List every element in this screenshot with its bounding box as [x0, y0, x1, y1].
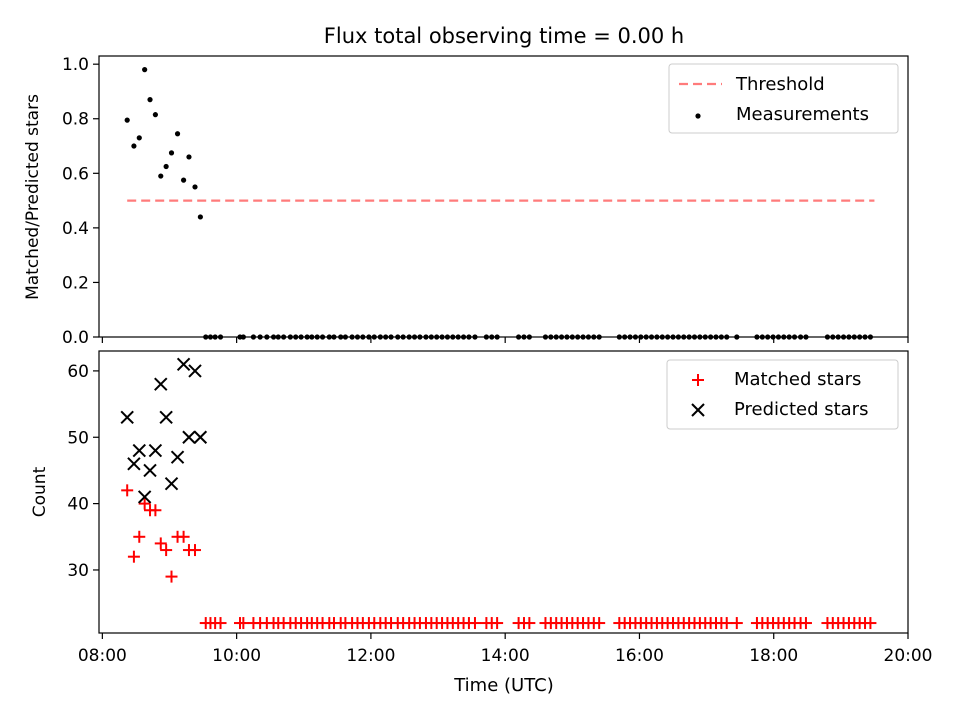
matched-star-point — [127, 550, 140, 563]
predicted-star-point — [188, 364, 202, 378]
bottom-xtick-label: 08:00 — [78, 646, 127, 666]
matched-star-point — [491, 617, 504, 630]
matched-star-point — [165, 570, 178, 583]
measurement-point — [192, 184, 198, 190]
predicted-star-point — [143, 463, 157, 478]
predicted-star-point — [154, 377, 168, 391]
predicted-star-point — [170, 450, 185, 464]
predicted-star-point — [193, 430, 208, 444]
measurement-point — [174, 131, 181, 137]
measurement-point — [168, 150, 175, 156]
matched-star-point — [730, 617, 743, 630]
matched-star-point — [138, 497, 151, 510]
matched-star-point — [799, 617, 812, 630]
bottom-xtick-label: 18:00 — [749, 646, 798, 666]
matched-star-point — [864, 617, 877, 630]
top-legend-box — [668, 63, 899, 134]
panel-bottom: Count Time (UTC) 30 40 50 60 08:00 10:00 12:0… — [30, 350, 933, 696]
matched-star-point — [468, 617, 481, 630]
top-axes-frame — [98, 55, 909, 338]
bottom-xtick-label: 14:00 — [481, 646, 530, 666]
top-ytick-label: 0.4 — [62, 219, 89, 239]
matched-star-point — [237, 617, 250, 630]
measurement-point — [124, 117, 130, 123]
measurement-point — [131, 143, 137, 149]
measurement-point — [142, 67, 148, 73]
bottom-xtick-label: 10:00 — [212, 646, 261, 666]
matched-star-point — [160, 544, 173, 557]
predicted-star-point — [176, 357, 191, 371]
legend-measurements-swatch — [695, 113, 701, 119]
top-ylabel: Matched/Predicted stars — [23, 94, 43, 300]
bottom-ytick-label: 30 — [67, 561, 89, 581]
bottom-marks — [120, 357, 877, 630]
matched-star-point — [720, 617, 733, 630]
bottom-ytick-label: 40 — [67, 495, 89, 515]
legend-threshold-label: Threshold — [735, 74, 825, 95]
predicted-star-point — [148, 443, 163, 458]
matched-star-point — [154, 537, 167, 550]
predicted-star-point — [137, 490, 152, 504]
matched-star-point — [189, 544, 202, 557]
predicted-star-point — [182, 430, 196, 444]
measurement-point — [197, 214, 203, 220]
bottom-xlabel: Time (UTC) — [453, 675, 554, 696]
bottom-ytick-label: 60 — [67, 362, 89, 382]
bottom-ylabel: Count — [30, 466, 50, 517]
predicted-star-point — [159, 410, 173, 425]
matched-star-point — [121, 484, 134, 497]
bottom-xtick-label: 20:00 — [884, 646, 933, 666]
matched-star-point — [214, 617, 227, 630]
top-ytick-label: 0.2 — [62, 273, 89, 293]
predicted-star-point — [164, 476, 179, 491]
measurement-point — [147, 97, 153, 103]
bottom-ytick-label: 50 — [67, 428, 89, 448]
matched-star-point — [177, 530, 190, 543]
measurement-point — [163, 163, 169, 170]
measurement-point — [158, 173, 164, 179]
measurement-point — [186, 154, 192, 160]
measurement-point — [180, 177, 187, 183]
top-ytick-label: 0.8 — [62, 110, 89, 130]
legend-matched-swatch — [692, 374, 704, 386]
bottom-yticks: 30 40 50 60 — [67, 362, 99, 581]
measurement-point — [152, 112, 158, 118]
bottom-legend: Matched stars Predicted stars — [666, 359, 899, 430]
top-ytick-label: 0.0 — [62, 328, 89, 348]
top-yticks: 0.0 0.2 0.4 0.6 0.8 1.0 — [62, 55, 99, 348]
predicted-star-point — [120, 410, 134, 425]
panel-top: Matched/Predicted stars 0.0 0.2 0.4 0.6 0.8 1… — [23, 55, 909, 348]
measurement-point — [136, 135, 142, 141]
matched-star-point — [149, 504, 162, 517]
matched-star-point — [593, 617, 606, 630]
legend-predicted-swatch — [691, 403, 705, 417]
top-legend: Threshold Measurements — [668, 63, 899, 134]
bottom-xticks: 08:00 10:00 12:00 14:00 16:00 18:00 20:00 — [78, 633, 933, 666]
predicted-star-point — [127, 457, 141, 471]
matched-star-point — [523, 617, 536, 630]
legend-predicted-label: Predicted stars — [734, 399, 868, 420]
bottom-axes-frame — [98, 350, 909, 634]
bottom-legend-box — [666, 359, 899, 430]
matched-star-point — [133, 530, 146, 543]
bottom-xtick-label: 16:00 — [615, 646, 664, 666]
legend-measurements-label: Measurements — [736, 104, 869, 125]
legend-matched-label: Matched stars — [734, 369, 861, 390]
predicted-star-point — [132, 443, 146, 458]
top-ytick-label: 1.0 — [62, 55, 89, 75]
figure-title: Flux total observing time = 0.00 h — [324, 24, 684, 48]
top-ytick-label: 0.6 — [62, 164, 89, 184]
bottom-xtick-label: 12:00 — [346, 646, 395, 666]
